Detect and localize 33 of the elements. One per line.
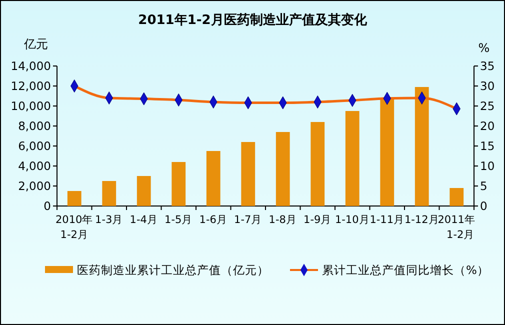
x-tick-label: 1-7月 <box>234 214 262 226</box>
x-tick-label: 2010年 1-2月 <box>56 214 94 241</box>
y2-tick-label: 15 <box>480 139 495 154</box>
x-tick-label: 1-12月 <box>404 214 440 226</box>
y-tick-label: 12,000 <box>10 79 51 94</box>
x-tick-label: 1-9月 <box>304 214 332 226</box>
x-tick-label: 1-5月 <box>164 214 193 226</box>
x-tick-label: 1-4月 <box>130 214 158 226</box>
y2-tick-label: 20 <box>480 119 495 134</box>
x-tick-label: 1-10月 <box>334 214 370 226</box>
x-tick-label: 1-3月 <box>95 214 124 226</box>
y-tick-label: 8,000 <box>18 119 51 134</box>
y-tick-label: 4,000 <box>18 159 51 174</box>
legend-label: 医药制造业累计工业总产值（亿元） <box>77 263 269 278</box>
x-tick-label: 1-11月 <box>370 214 405 226</box>
y-tick-label: 6,000 <box>18 139 51 154</box>
y-tick-label: 0 <box>44 199 51 214</box>
y2-tick-label: 0 <box>480 199 488 214</box>
x-tick-label: 2011年 1-2月 <box>438 214 476 241</box>
y2-tick-label: 35 <box>480 59 495 74</box>
y-axis-title: 亿元 <box>23 37 48 51</box>
y-tick-label: 10,000 <box>10 99 51 114</box>
y2-tick-label: 30 <box>480 79 495 94</box>
legend-label: 累计工业总产值同比增长（%） <box>322 263 489 278</box>
y-tick-label: 14,000 <box>10 59 51 74</box>
x-tick-label: 1-6月 <box>199 214 228 226</box>
y2-tick-label: 10 <box>480 159 495 174</box>
y2-axis-title: % <box>478 41 490 55</box>
y2-tick-label: 5 <box>480 179 488 194</box>
x-tick-label: 1-8月 <box>268 214 297 226</box>
y-tick-label: 2,000 <box>18 179 51 194</box>
chart-title: 2011年1-2月医药制造业产值及其变化 <box>138 12 368 28</box>
y2-tick-label: 25 <box>480 99 495 114</box>
